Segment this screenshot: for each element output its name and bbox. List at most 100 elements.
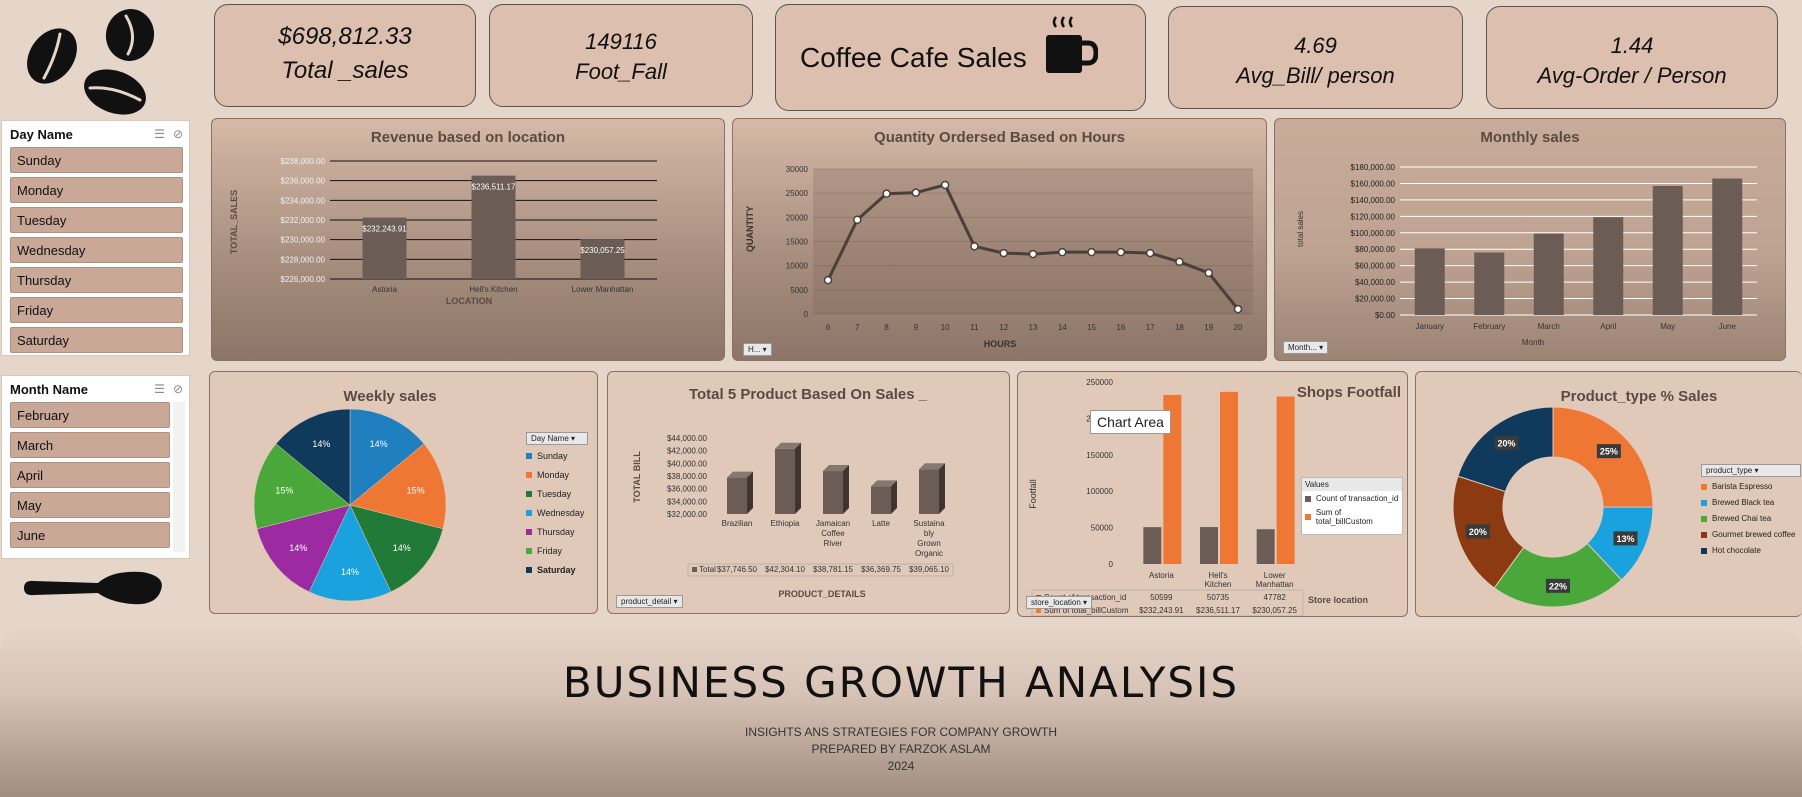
x-tick-label: Jamaican xyxy=(816,519,850,528)
pie-slice xyxy=(349,504,444,593)
x-tick-label: February xyxy=(1473,322,1505,331)
bar xyxy=(1593,217,1624,315)
revenue-location-chart: $226,000.00 $228,000.00 $230,000.00 $232,00… xyxy=(229,157,657,306)
top-products-panel[interactable]: Total 5 Product Based On Sales _ $32,000… xyxy=(607,371,1010,614)
x-tick-label: bly xyxy=(924,529,934,538)
data-point xyxy=(823,275,833,285)
y-tick-label: $40,000.00 xyxy=(1355,278,1396,287)
slice-label-box xyxy=(1494,436,1519,451)
x-tick-label: Ethiopia xyxy=(771,519,800,528)
month-slicer-item-may[interactable]: May xyxy=(10,492,170,518)
bar xyxy=(1533,233,1564,315)
revenue-location-panel[interactable]: Revenue based on location $226,000.00 $22… xyxy=(211,118,725,361)
data-point xyxy=(1028,249,1038,259)
x-tick-label: 14 xyxy=(1058,323,1067,332)
bar xyxy=(362,217,407,279)
multi-select-icon[interactable]: ☰ xyxy=(154,127,165,141)
bar xyxy=(871,486,891,514)
bar xyxy=(919,469,939,514)
slice-label: 20% xyxy=(1498,439,1516,449)
y-tick-label: 250000 xyxy=(1086,378,1113,387)
month-slicer-item-april[interactable]: April xyxy=(10,462,170,488)
clear-filter-icon[interactable]: ⊘ xyxy=(172,382,183,396)
y-tick-label: 5000 xyxy=(790,286,808,295)
product-type-panel[interactable]: Product_type % Sales 25% 13% 22% 20% 20% pro… xyxy=(1415,371,1802,617)
day-slicer-item-friday[interactable]: Friday xyxy=(10,297,183,323)
pie-slice xyxy=(349,408,425,506)
day-slicer-item-tuesday[interactable]: Tuesday xyxy=(10,207,183,233)
day-slicer-title: Day Name xyxy=(10,126,73,142)
y-axis-title: TOTAL BILL xyxy=(632,451,642,503)
x-tick-label: 19 xyxy=(1204,323,1213,332)
month-slicer-item-june[interactable]: June xyxy=(10,522,170,548)
day-slicer-item-monday[interactable]: Monday xyxy=(10,177,183,203)
month-filter-button[interactable]: Month... ▾ xyxy=(1283,341,1329,354)
bar xyxy=(1652,185,1683,315)
table-cell: 47782 xyxy=(1264,593,1287,602)
x-tick-label: 15 xyxy=(1087,323,1096,332)
y-tick-label: $36,000.00 xyxy=(667,485,708,494)
product-detail-filter[interactable]: product_detail ▾ xyxy=(616,595,683,608)
store-location-filter[interactable]: store_location ▾ xyxy=(1026,596,1093,609)
bar-side xyxy=(795,442,801,514)
bar xyxy=(1712,178,1743,315)
kpi-title-card: Coffee Cafe Sales xyxy=(775,4,1146,111)
y-axis-title: total sales xyxy=(1296,211,1305,247)
legend-item: Count of transaction_id xyxy=(1305,494,1399,503)
hours-quantity-panel[interactable]: Quantity Ordersed Based on Hours 0 5000 10… xyxy=(732,118,1267,361)
kpi-footfall: 149116 Foot_Fall xyxy=(489,4,753,107)
weekly-sales-chart: 14% 15% 14% 14% 14% 15% 14% xyxy=(253,408,447,602)
day-slicer-item-thursday[interactable]: Thursday xyxy=(10,267,183,293)
pie-slice xyxy=(256,504,351,593)
clear-filter-icon[interactable]: ⊘ xyxy=(172,127,183,141)
legend-item: Friday xyxy=(526,546,588,556)
bar-top xyxy=(919,463,945,470)
product-type-legend-filter[interactable]: product_type ▾ xyxy=(1701,464,1801,477)
table-cell: $230,057.25 xyxy=(1252,606,1297,615)
day-name-slicer: Day Name ☰ ⊘ Sunday Monday Tuesday Wednesda… xyxy=(1,120,190,356)
x-axis-title: LOCATION xyxy=(446,296,492,306)
chart-title: Revenue based on location xyxy=(370,129,566,146)
day-slicer-item-sunday[interactable]: Sunday xyxy=(10,147,183,173)
table-cell: $39,065.10 xyxy=(909,565,950,574)
slice-label-box xyxy=(1596,444,1621,459)
bar xyxy=(823,471,843,514)
month-slicer-item-february[interactable]: February xyxy=(10,402,170,428)
top-products-chart: $32,000.00 $34,000.00 $36,000.00 $38,000.00… xyxy=(632,434,954,599)
slice-label-box xyxy=(1613,531,1638,546)
month-slicer-item-march[interactable]: March xyxy=(10,432,170,458)
donut-slice xyxy=(1493,542,1623,608)
x-axis-title: Store location xyxy=(1308,595,1368,605)
bar xyxy=(775,448,795,514)
y-tick-label: $34,000.00 xyxy=(667,497,708,506)
y-tick-label: $160,000.00 xyxy=(1351,179,1396,188)
x-tick-label: Lower xyxy=(1264,571,1286,580)
day-slicer-item-saturday[interactable]: Saturday xyxy=(10,327,183,353)
slice-label: 14% xyxy=(341,567,359,577)
monthly-sales-panel[interactable]: Monthly sales $0.00 $20,000.00 $40,000.00 $… xyxy=(1274,118,1786,361)
kpi-avg-order: 1.44 Avg-Order / Person xyxy=(1486,6,1778,109)
day-slicer-item-wednesday[interactable]: Wednesday xyxy=(10,237,183,263)
data-point xyxy=(1116,247,1126,257)
table-cell: $36,369.75 xyxy=(861,565,902,574)
day-name-legend-filter[interactable]: Day Name ▾ xyxy=(526,432,588,445)
x-tick-label: Manhattan xyxy=(1256,580,1294,589)
data-point xyxy=(1145,248,1155,258)
slice-label: 14% xyxy=(289,543,307,553)
avg-order-label: Avg-Order / Person xyxy=(1537,63,1727,88)
weekly-sales-panel[interactable]: Weekly sales 14% 15% 14% 14% 14% 15% 14% Day N… xyxy=(209,371,598,614)
y-axis-title: QUANTITY xyxy=(745,206,755,252)
footfall-legend-title[interactable]: Values xyxy=(1302,478,1402,491)
hours-filter-button[interactable]: H... ▾ xyxy=(743,343,772,356)
multi-select-icon[interactable]: ☰ xyxy=(154,382,165,396)
slicer-scrollbar[interactable] xyxy=(173,402,185,552)
shops-footfall-panel[interactable]: Shops Footfall 0500001000001500002000002… xyxy=(1017,371,1408,617)
table-cell: $37,746.50 xyxy=(717,565,758,574)
data-point xyxy=(999,248,1008,258)
y-tick-label: $140,000.00 xyxy=(1351,196,1396,205)
data-point xyxy=(1233,304,1243,314)
x-tick-label: Astoria xyxy=(1149,571,1174,580)
total-sales-value: $698,812.33 xyxy=(278,23,412,50)
pie-slice xyxy=(275,408,351,506)
chart-title: Quantity Ordersed Based on Hours xyxy=(874,129,1125,146)
